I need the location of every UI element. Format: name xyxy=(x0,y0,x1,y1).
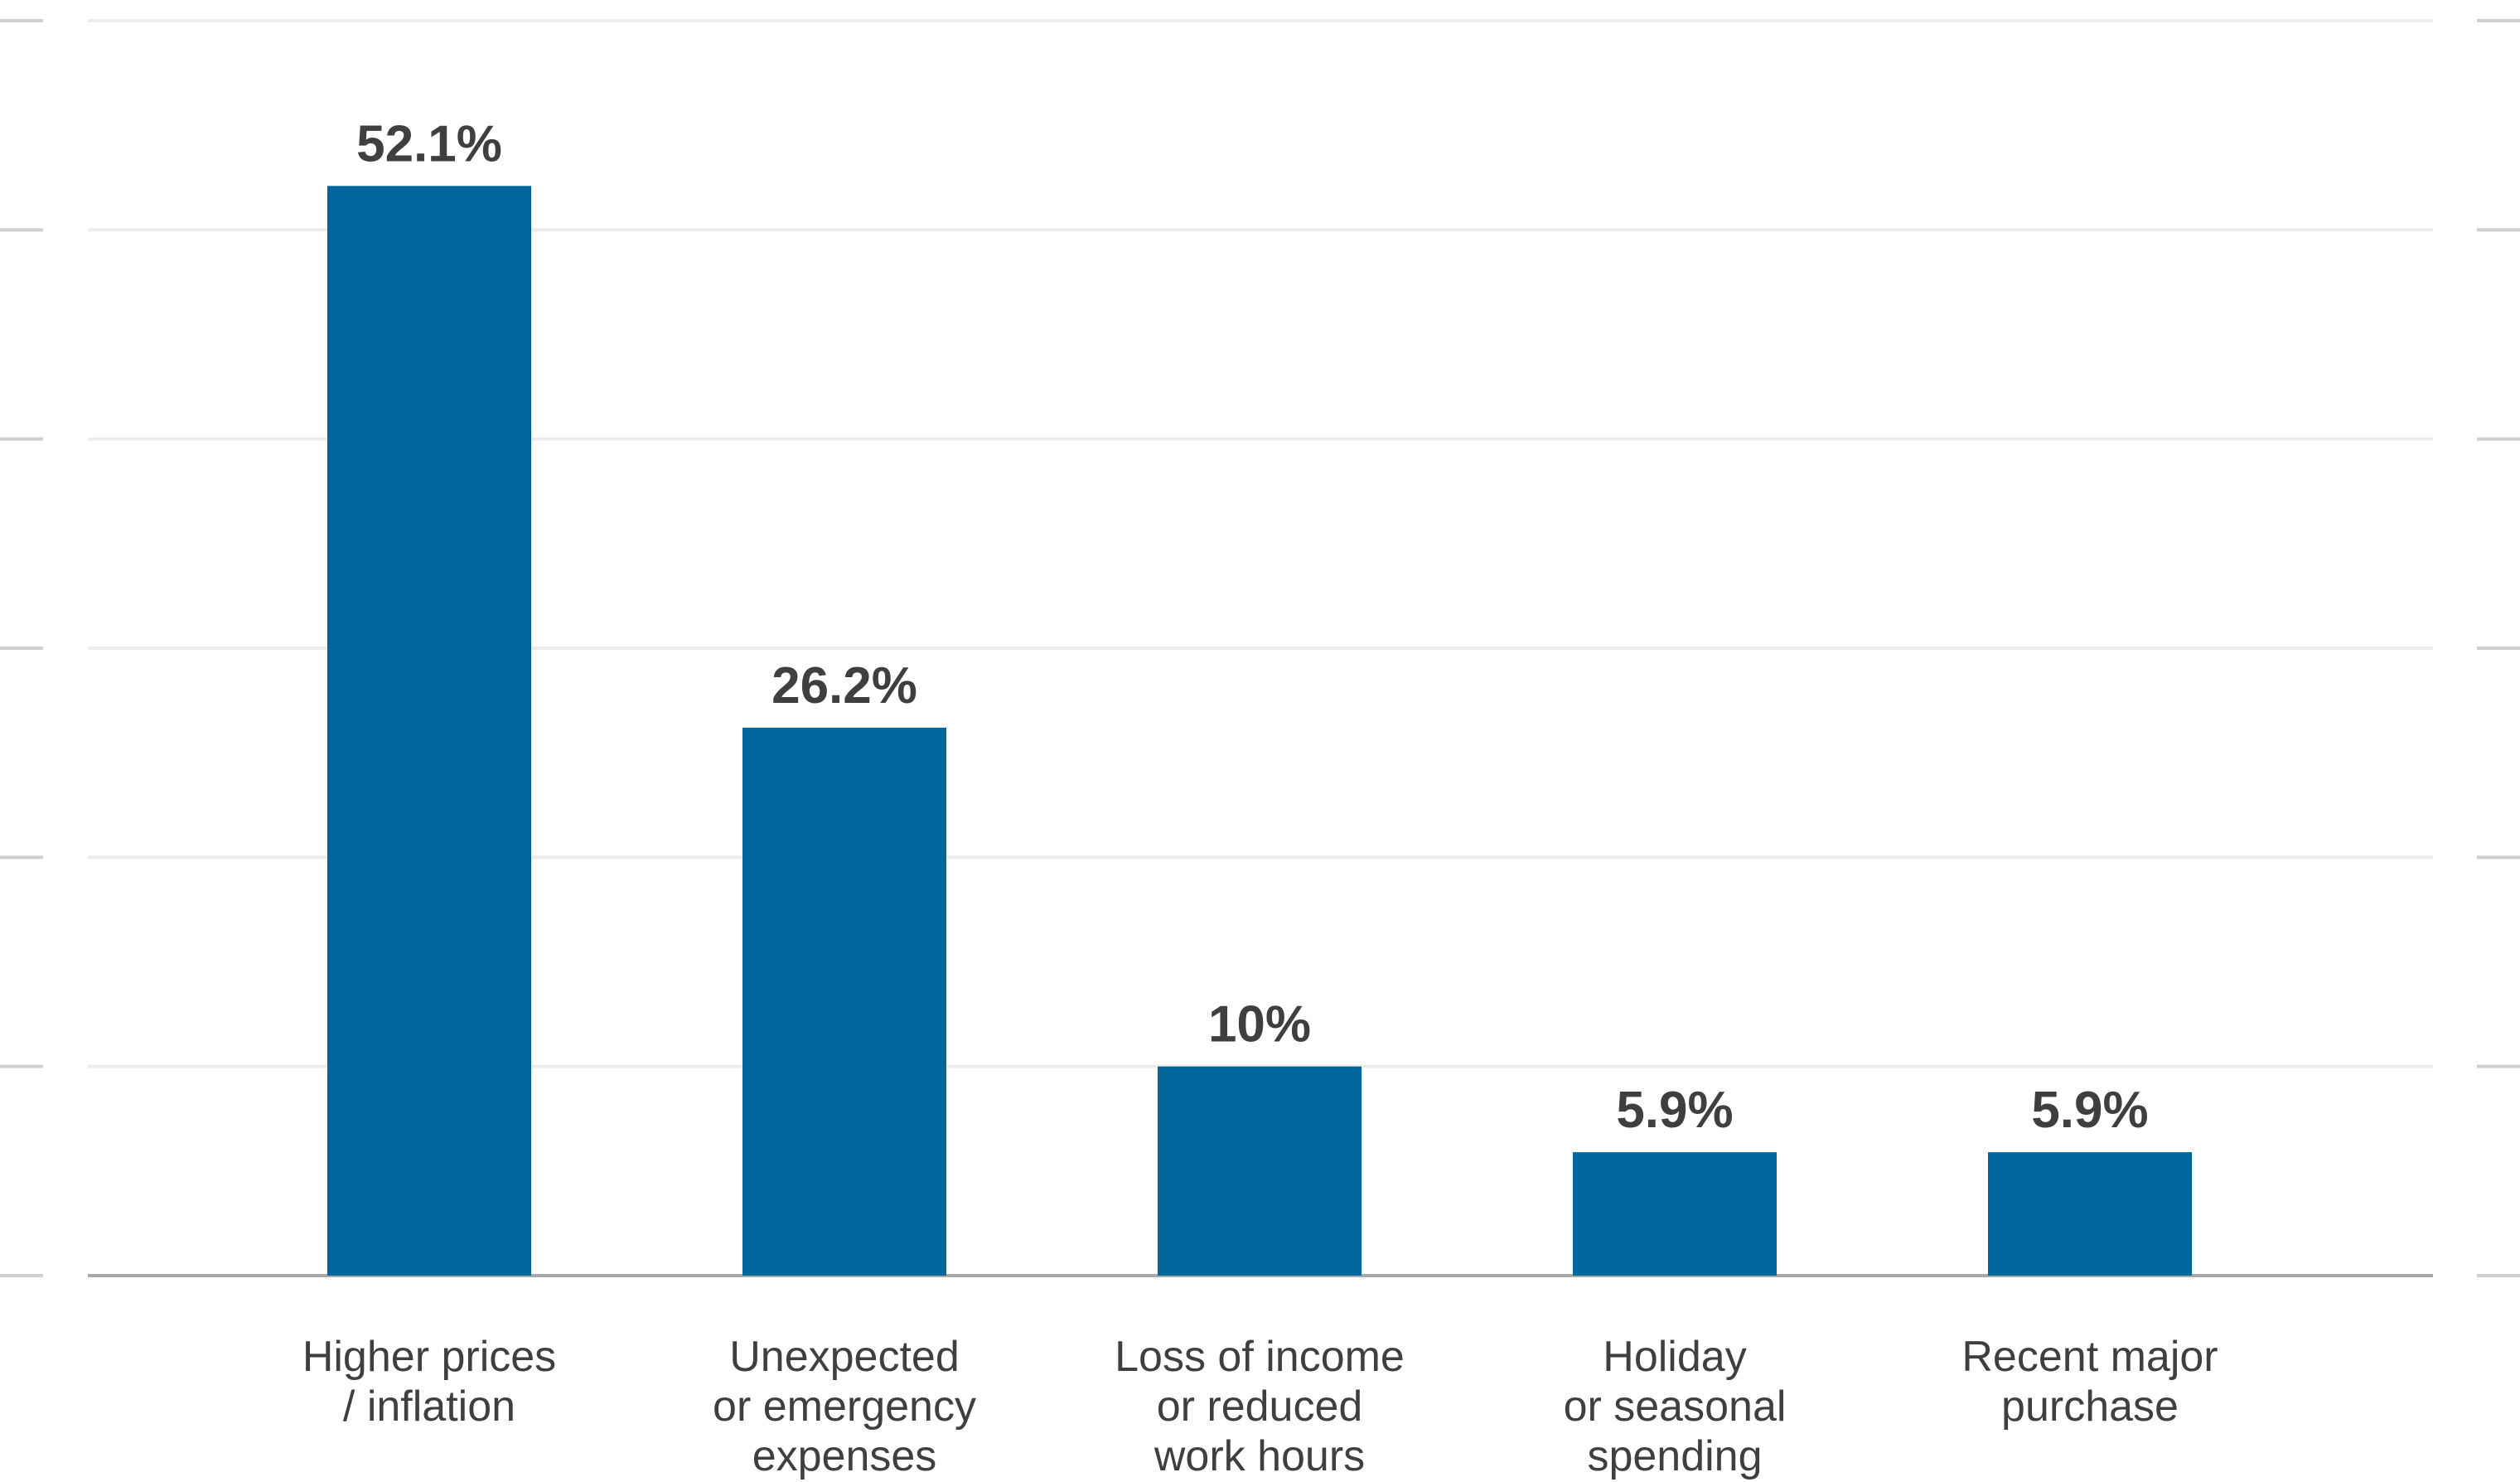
category-label: Higher prices xyxy=(302,1333,556,1381)
category-label: or emergency xyxy=(713,1383,976,1431)
category-label: or reduced xyxy=(1157,1383,1363,1431)
category-label: Recent major xyxy=(1961,1333,2218,1381)
bar xyxy=(1573,1152,1777,1276)
category-label: work hours xyxy=(1154,1432,1365,1480)
bar xyxy=(327,186,531,1276)
category-label: / inflation xyxy=(343,1383,515,1431)
bar xyxy=(742,727,946,1276)
data-label: 52.1% xyxy=(356,115,502,172)
category-label: expenses xyxy=(752,1432,937,1480)
data-label: 5.9% xyxy=(1616,1082,1733,1139)
data-label: 26.2% xyxy=(771,657,917,714)
category-label: spending xyxy=(1587,1432,1762,1480)
category-label: purchase xyxy=(2001,1383,2179,1431)
bar xyxy=(1158,1066,1362,1276)
bars xyxy=(327,186,2192,1276)
data-label: 10% xyxy=(1208,996,1311,1053)
data-label: 5.9% xyxy=(2031,1082,2148,1139)
category-label: Unexpected xyxy=(729,1333,960,1381)
category-label: Loss of income xyxy=(1115,1333,1405,1381)
category-label: or seasonal xyxy=(1564,1383,1787,1431)
bar xyxy=(1988,1152,2192,1276)
category-label: Holiday xyxy=(1603,1333,1746,1381)
data-labels: 52.1% 26.2% 10% 5.9% 5.9% xyxy=(356,115,2149,1139)
